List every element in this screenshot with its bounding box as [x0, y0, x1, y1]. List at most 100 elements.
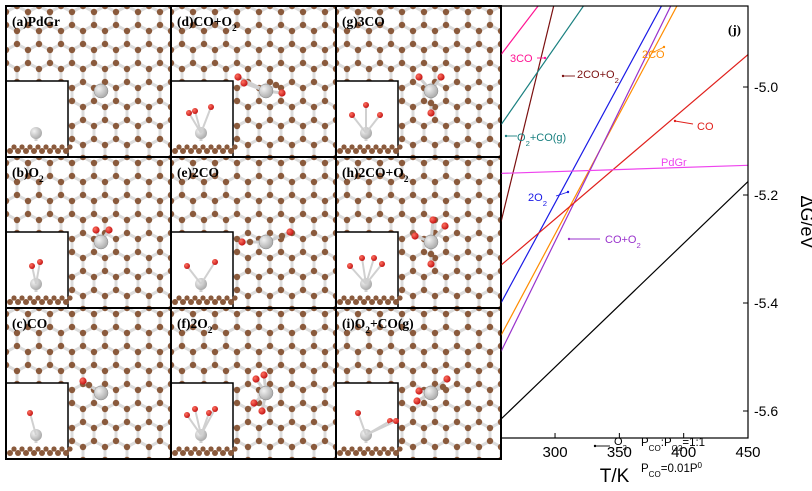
inset-carbon: [15, 299, 21, 305]
structure-panel-g: (g)3CO: [335, 6, 501, 158]
inset-bond: [35, 261, 41, 285]
inset-oxygen: [212, 259, 218, 265]
carbon-atom: [85, 381, 93, 389]
inset-carbon: [188, 450, 194, 456]
series-annotation: PdGr: [661, 157, 687, 169]
inset-carbon: [51, 446, 57, 452]
inset-carbon: [357, 446, 363, 452]
annotation-arrowhead: [567, 237, 571, 241]
inset-carbon: [365, 446, 371, 452]
inset-carbon: [397, 144, 403, 150]
inset-carbon: [389, 144, 395, 150]
inset-carbon: [51, 295, 57, 301]
chart-series: [501, 6, 748, 420]
inset-carbon: [369, 450, 375, 456]
inset-carbon: [345, 299, 351, 305]
inset-bond: [349, 265, 367, 285]
inset-carbon: [51, 144, 57, 150]
inset-bond: [351, 114, 367, 134]
inset-carbon: [224, 295, 230, 301]
inset-oxygen: [393, 418, 399, 424]
side-view-inset: [335, 382, 403, 460]
inset-oxygen: [186, 110, 192, 116]
oxygen-atom: [92, 226, 100, 234]
inset-carbon: [67, 446, 73, 452]
palladium-atom: [423, 385, 439, 401]
inset-carbon: [15, 148, 21, 154]
inset-carbon: [369, 148, 375, 154]
inset-bond: [357, 412, 367, 436]
inset-carbon: [63, 450, 69, 456]
inset-carbon: [357, 295, 363, 301]
annotation-arrowhead: [662, 45, 666, 49]
panel-label: (g)3CO: [342, 14, 385, 29]
inset-carbon: [7, 148, 13, 154]
inset-carbon: [200, 144, 206, 150]
inset-frame: [5, 80, 69, 158]
inset-carbon: [397, 446, 403, 452]
inset-carbon: [393, 148, 399, 154]
inset-bond: [29, 412, 37, 436]
annotation-arrowhead: [504, 134, 508, 138]
inset-carbon: [337, 299, 343, 305]
inset-carbon: [172, 299, 178, 305]
side-view-inset: [335, 80, 403, 158]
panel-label: (d)CO+O2: [177, 14, 237, 34]
series-line-2co-o2: [501, 6, 555, 223]
pressure-notes: PCO:PO2=1:1 PCO=0.01P0: [641, 437, 705, 479]
inset-bond: [365, 114, 381, 134]
panel-label: (b)O2: [12, 165, 44, 185]
annotation-arrow: [674, 120, 694, 125]
inset-carbon: [19, 144, 25, 150]
inset-bond: [188, 112, 202, 134]
structure-panel-e: (e)2CO: [170, 157, 336, 309]
annotation-arrowhead: [673, 119, 677, 123]
inset-carbon: [35, 144, 41, 150]
inset-carbon: [232, 446, 238, 452]
inset-bond: [200, 408, 216, 436]
inset-carbon: [188, 148, 194, 154]
inset-bond: [31, 265, 37, 285]
inset-carbon: [337, 450, 343, 456]
inset-carbon: [345, 148, 351, 154]
inset-oxygen: [27, 410, 33, 416]
inset-carbon: [31, 299, 37, 305]
series-annotation: CO: [697, 121, 714, 133]
inset-carbon: [228, 148, 234, 154]
inset-carbon: [27, 295, 33, 301]
structure-panel-b: (b)O2: [5, 157, 171, 309]
inset-carbon: [353, 450, 359, 456]
inset-carbon: [216, 144, 222, 150]
annotation-arrowhead: [566, 190, 570, 194]
inset-carbon: [39, 299, 45, 305]
side-view-inset: [170, 382, 238, 460]
inset-oxygen: [192, 406, 198, 412]
panel-label: (c)CO: [12, 316, 47, 331]
inset-bond: [365, 420, 397, 436]
inset-oxygen: [377, 112, 383, 118]
inset-carbon: [55, 148, 61, 154]
oxygen-atom: [286, 228, 294, 236]
inset-carbon: [19, 446, 25, 452]
inset-carbon: [341, 446, 347, 452]
inset-oxygen: [371, 255, 377, 261]
annotation-arrow: [651, 46, 665, 54]
inset-carbon: [59, 446, 65, 452]
oxygen-atom: [252, 375, 260, 383]
inset-oxygen: [212, 406, 218, 412]
inset-carbon: [184, 144, 190, 150]
x-axis: 300 350 400 450 T/K: [543, 433, 761, 487]
inset-carbon: [176, 295, 182, 301]
inset-carbon: [204, 450, 210, 456]
oxygen-atom: [258, 407, 266, 415]
inset-carbon: [361, 148, 367, 154]
inset-carbon: [393, 299, 399, 305]
inset-carbon: [172, 450, 178, 456]
inset-carbon: [232, 295, 238, 301]
inset-bond: [186, 265, 202, 285]
series-annotation: 3CO: [510, 53, 533, 65]
inset-carbon: [180, 450, 186, 456]
structure-panel-d: (d)CO+O2: [170, 6, 336, 158]
panel-label: (a)PdGr: [12, 14, 60, 29]
inset-oxygen: [349, 112, 355, 118]
